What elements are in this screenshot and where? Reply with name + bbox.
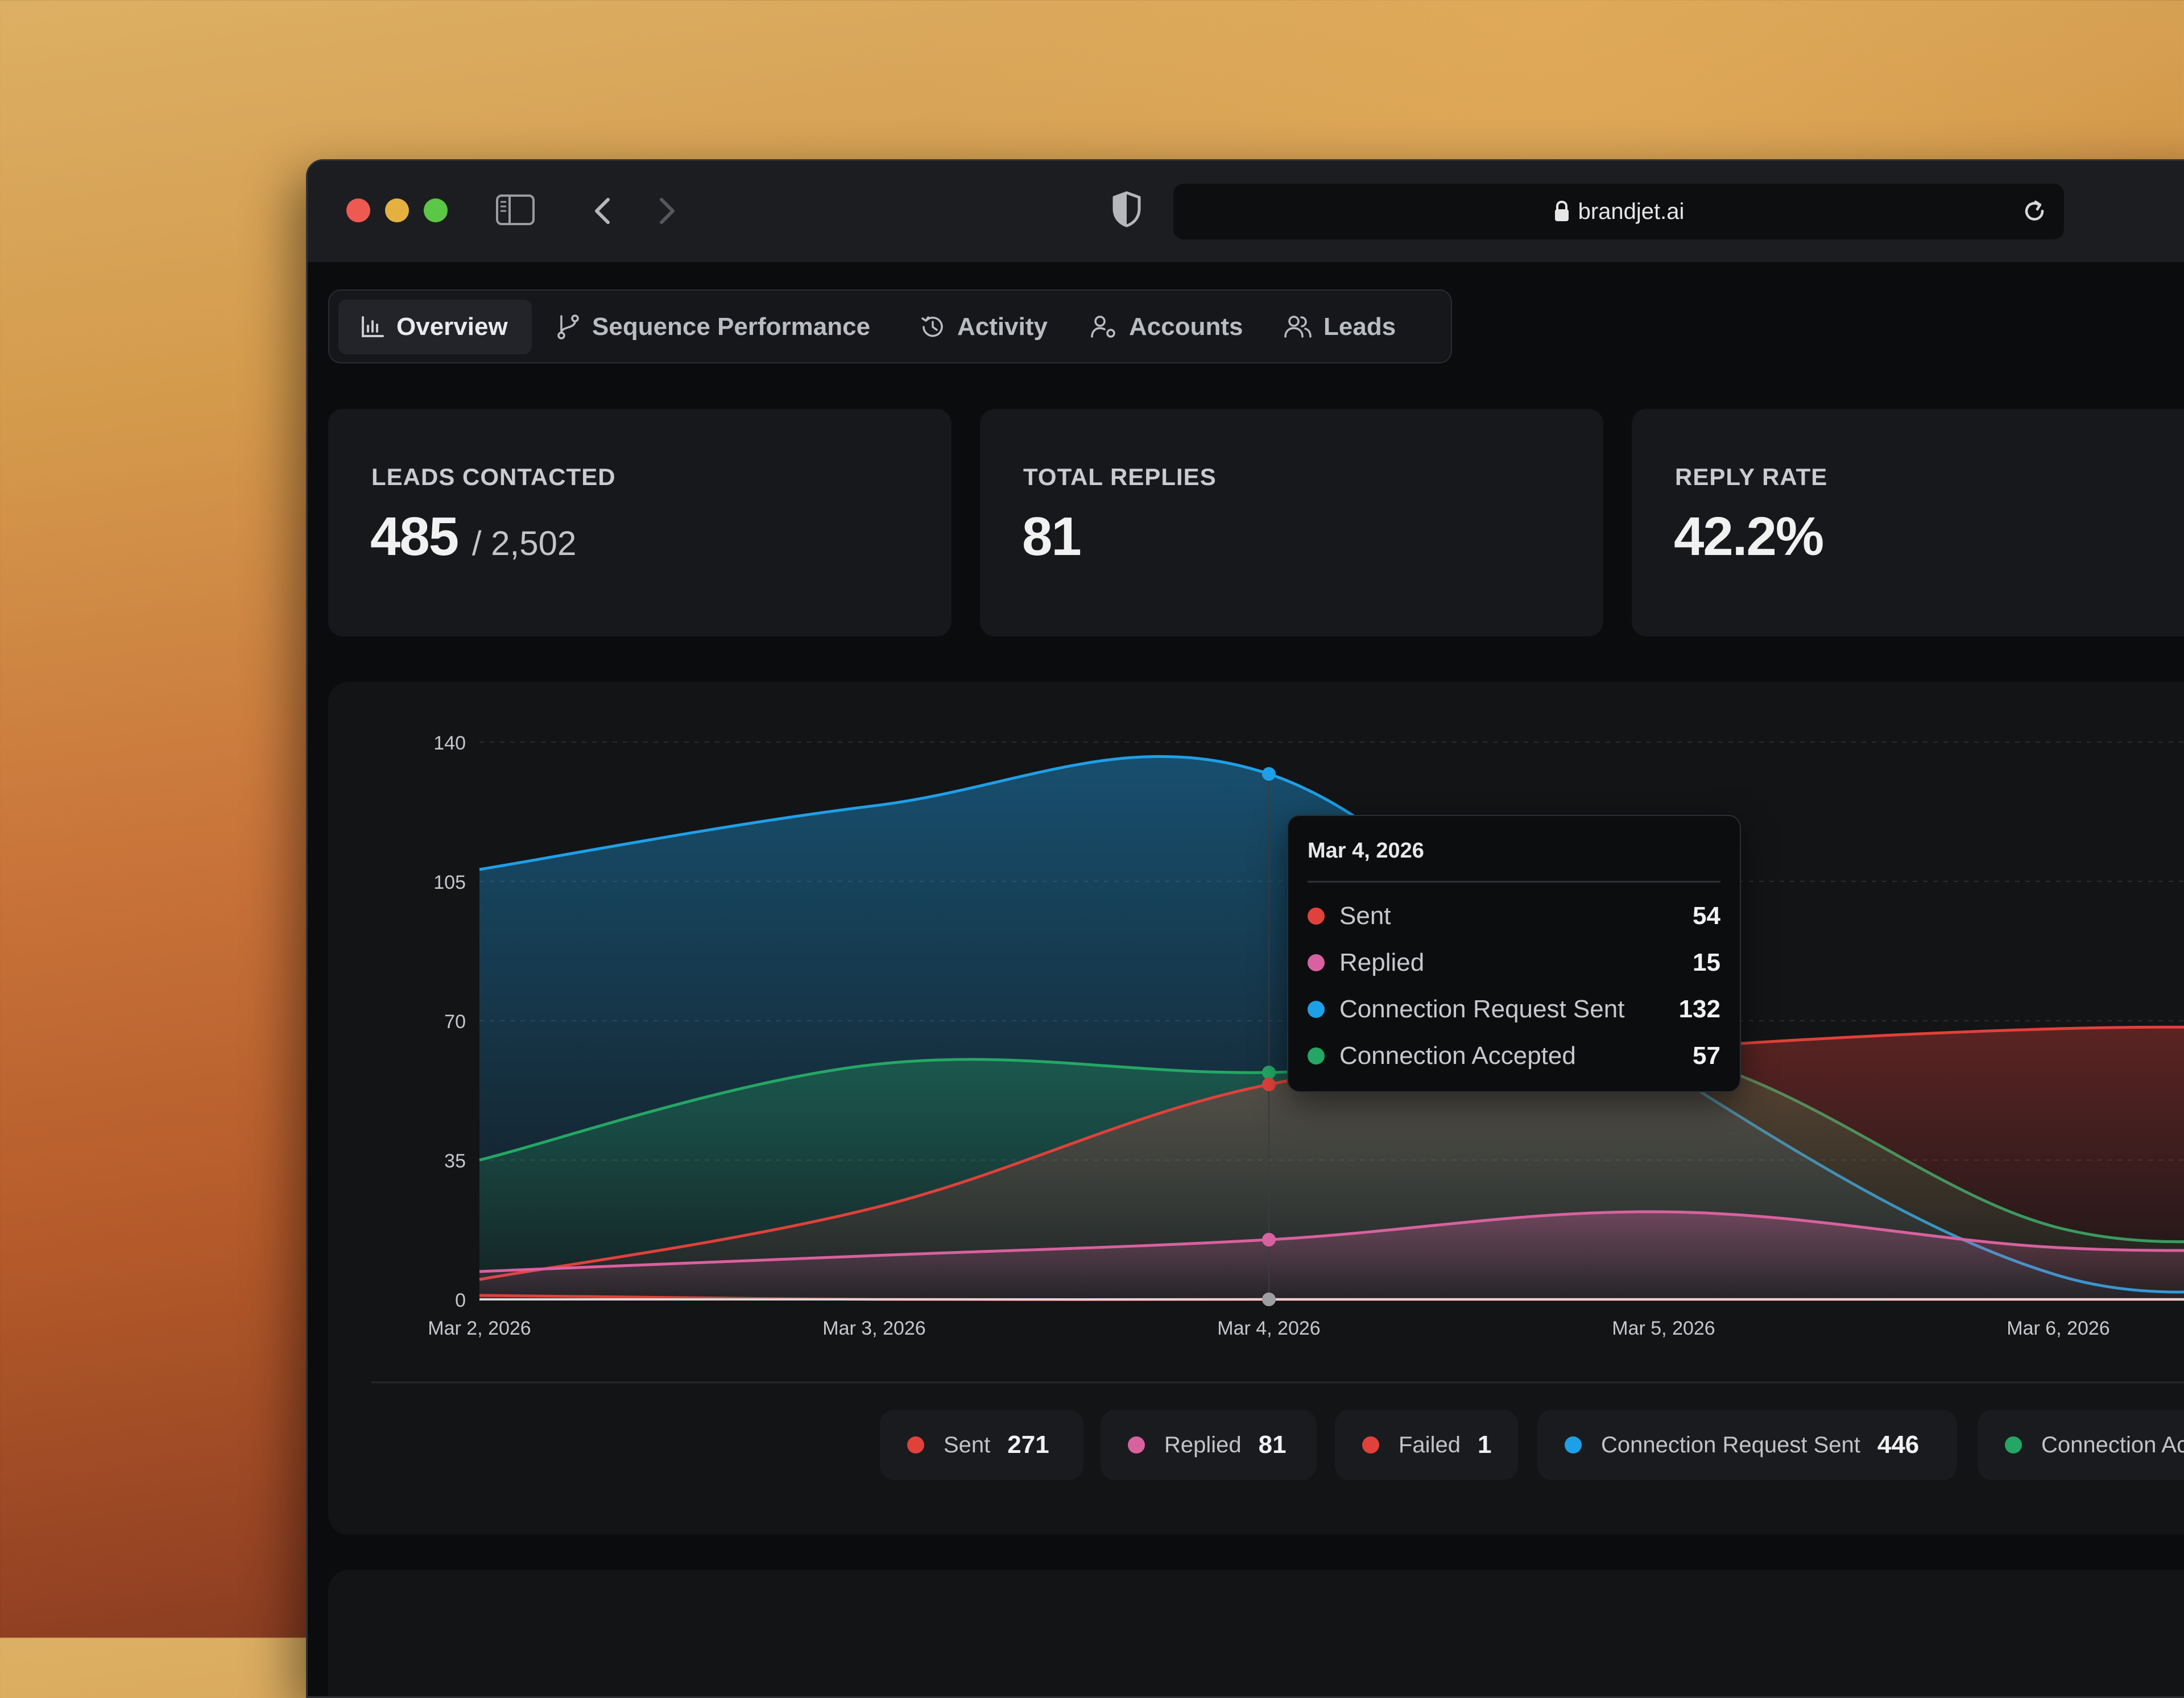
tooltip-row-value: 132 [1678,995,1720,1023]
legend-value: 271 [1007,1431,1049,1459]
tooltip-row: Connection Request Sent 132 [1308,992,1720,1026]
series-area [479,1211,2184,1299]
reload-icon[interactable] [2022,198,2048,225]
series-dot [1308,908,1325,925]
stat-label: TOTAL REPLIES [1023,463,1217,490]
legend-label: Connection Request Sent [1601,1432,1860,1457]
stat-card-total-replies: TOTAL REPLIES 81 [980,409,1603,636]
x-tick-label: Mar 4, 2026 [1217,1318,1320,1339]
tooltip-row: Replied 15 [1308,946,1720,980]
series-dot [1128,1436,1145,1453]
series-dot [1362,1436,1379,1453]
hover-axis-point [1262,1293,1276,1306]
series-dot [1308,954,1325,971]
tab-accounts[interactable]: Accounts [1069,300,1262,354]
stat-value: 485 / 2,502 [370,506,576,568]
users-icon [1284,316,1312,338]
branch-icon [557,314,579,339]
secondary-panel [328,1570,2184,1696]
legend-value: 81 [1258,1431,1287,1459]
series-dot [907,1436,924,1453]
legend-label: Sent [944,1432,991,1457]
hover-point [1262,767,1276,781]
series-dot [1308,1001,1325,1018]
tab-accounts-label: Accounts [1129,313,1243,341]
tooltip-divider [1308,881,1720,883]
hover-point [1262,1078,1276,1091]
tooltip-row-value: 15 [1693,949,1720,976]
chart-tooltip: Mar 4, 2026 Sent 54 Replied 15 Connectio… [1287,815,1741,1092]
legend-item-replied[interactable]: Replied 81 [1101,1410,1317,1480]
x-tick-label: Mar 3, 2026 [822,1318,925,1339]
x-tick-label: Mar 2, 2026 [428,1318,531,1339]
stat-card-reply-rate: REPLY RATE 42.2% [1632,409,2184,636]
tooltip-row-value: 54 [1693,902,1720,930]
tab-sequence-performance[interactable]: Sequence Performance [534,300,898,354]
stat-value: 81 [1022,506,1082,567]
minimize-window-button[interactable] [385,198,409,222]
tab-overview[interactable]: Overview [338,300,532,354]
y-tick-label: 140 [433,732,466,754]
user-gear-icon [1091,316,1115,338]
tooltip-row: Connection Accepted 57 [1308,1039,1720,1073]
lock-icon [1554,200,1569,221]
y-tick-label: 105 [433,872,466,893]
tooltip-row-value: 57 [1693,1042,1720,1070]
privacy-shield-icon[interactable] [1110,190,1144,228]
series-dot [1308,1047,1325,1065]
series-dot [1565,1436,1582,1453]
series-line [479,1210,2184,1273]
stat-label: LEADS CONTACTED [371,463,616,490]
tooltip-row-label: Connection Accepted [1339,1042,1576,1070]
hover-point [1262,1233,1276,1246]
tooltip-row-label: Connection Request Sent [1339,995,1625,1023]
x-tick-label: Mar 6, 2026 [2007,1318,2109,1339]
tab-activity[interactable]: Activity [898,300,1069,354]
tooltip-date: Mar 4, 2026 [1308,839,1424,863]
y-tick-label: 35 [444,1150,466,1172]
tab-leads[interactable]: Leads [1262,300,1433,354]
address-bar[interactable]: brandjet.ai [1173,184,2064,239]
tooltip-row-label: Sent [1339,902,1391,930]
dashboard-tabs: Overview Sequence Performance Activity [328,289,1452,363]
legend-item-failed[interactable]: Failed 1 [1335,1410,1518,1480]
back-arrow-icon[interactable] [586,195,621,227]
stat-value-number: 485 [370,506,459,567]
legend-item-connection-request-sent[interactable]: Connection Request Sent 446 [1537,1410,1957,1480]
browser-window: brandjet.ai Overview [306,159,2184,1698]
x-tick-label: Mar 5, 2026 [1612,1318,1715,1339]
series-dot [2005,1436,2022,1453]
sidebar-toggle-icon[interactable] [495,194,535,226]
legend-value: 446 [1877,1431,1920,1459]
tooltip-row-label: Replied [1339,949,1425,976]
tab-overview-label: Overview [396,313,508,341]
legend-label: Replied [1164,1432,1242,1457]
stat-label: REPLY RATE [1675,463,1828,490]
legend-label: Failed [1399,1432,1461,1457]
close-window-button[interactable] [346,198,370,222]
stat-value-total: / 2,502 [471,524,577,562]
legend-label: Connection Accepted [2041,1432,2184,1457]
legend-value: 1 [1477,1431,1492,1459]
legend-item-sent[interactable]: Sent 271 [880,1410,1083,1480]
y-tick-label: 70 [444,1011,466,1033]
stat-card-leads-contacted: LEADS CONTACTED 485 / 2,502 [328,409,952,636]
browser-titlebar: brandjet.ai [308,161,2184,262]
tooltip-row: Sent 54 [1308,899,1720,933]
tab-leads-label: Leads [1323,313,1396,341]
maximize-window-button[interactable] [424,198,448,222]
y-tick-label: 0 [455,1290,466,1311]
tab-sequence-performance-label: Sequence Performance [592,313,871,341]
legend-item-connection-accepted[interactable]: Connection Accepted [1978,1410,2184,1480]
tab-activity-label: Activity [957,313,1048,341]
bar-chart-icon [362,316,384,337]
hover-point [1262,1066,1276,1079]
url-text: brandjet.ai [1578,199,1685,224]
stat-value: 42.2% [1674,506,1824,567]
forward-arrow-icon[interactable] [649,195,683,227]
history-icon [921,316,943,337]
